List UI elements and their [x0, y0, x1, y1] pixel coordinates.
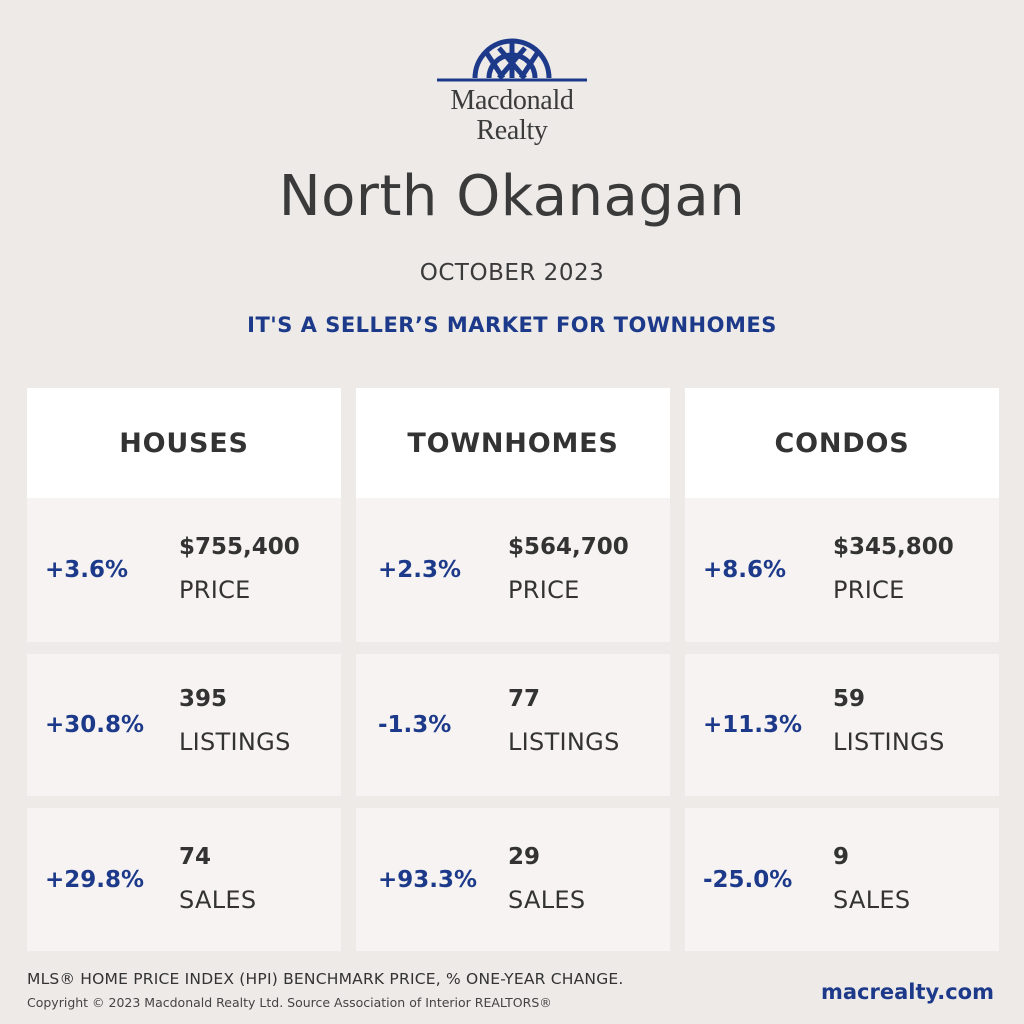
listings-card: -1.3% 77 LISTINGS	[356, 654, 670, 796]
report-period: OCTOBER 2023	[419, 260, 605, 286]
price-card: +8.6% $345,800 PRICE	[685, 498, 999, 642]
price-value: $755,400	[179, 534, 300, 560]
sales-value: 74	[179, 844, 212, 870]
sales-label: SALES	[833, 886, 911, 914]
listings-value: 395	[179, 686, 228, 712]
sales-value: 9	[833, 844, 850, 870]
column-heading: CONDOS	[685, 388, 999, 498]
sales-change: +29.8%	[45, 866, 145, 893]
price-change: +2.3%	[378, 557, 462, 583]
column-condos: CONDOS +8.6% $345,800 PRICE +11.3% 59 LI…	[685, 388, 999, 951]
sales-card: +93.3% 29 SALES	[356, 808, 670, 951]
listings-label: LISTINGS	[833, 728, 945, 756]
column-houses: HOUSES +3.6% $755,400 PRICE +30.8% 395 L…	[27, 388, 341, 951]
price-label: PRICE	[179, 576, 251, 604]
price-change: +8.6%	[703, 557, 787, 583]
stats-grid: HOUSES +3.6% $755,400 PRICE +30.8% 395 L…	[27, 388, 999, 951]
website-link[interactable]: macrealty.com	[820, 980, 994, 1004]
sales-value: 29	[508, 844, 541, 870]
listings-card: +30.8% 395 LISTINGS	[27, 654, 341, 796]
column-townhomes: TOWNHOMES +2.3% $564,700 PRICE -1.3% 77 …	[356, 388, 670, 951]
sales-label: SALES	[508, 886, 586, 914]
listings-label: LISTINGS	[508, 728, 620, 756]
sales-change: +93.3%	[378, 866, 478, 893]
sunburst-icon	[437, 38, 587, 82]
price-value: $345,800	[833, 534, 954, 560]
listings-label: LISTINGS	[179, 728, 291, 756]
sales-card: +29.8% 74 SALES	[27, 808, 341, 951]
column-heading: HOUSES	[27, 388, 341, 498]
price-card: +3.6% $755,400 PRICE	[27, 498, 341, 642]
brand-name-line2: Realty	[476, 115, 548, 146]
listings-value: 77	[508, 686, 541, 712]
listings-change: -1.3%	[378, 712, 452, 738]
price-label: PRICE	[508, 576, 580, 604]
column-heading: TOWNHOMES	[356, 388, 670, 498]
sales-change: -25.0%	[703, 866, 793, 893]
brand-name-line1: Macdonald	[450, 85, 574, 116]
price-change: +3.6%	[45, 557, 129, 583]
market-headline: IT'S A SELLER’S MARKET FOR TOWNHOMES	[247, 313, 777, 337]
price-card: +2.3% $564,700 PRICE	[356, 498, 670, 642]
price-value: $564,700	[508, 534, 629, 560]
price-label: PRICE	[833, 576, 905, 604]
page-title: North Okanagan	[278, 164, 746, 229]
copyright-text: Copyright © 2023 Macdonald Realty Ltd. S…	[27, 995, 552, 1010]
listings-value: 59	[833, 686, 866, 712]
sales-label: SALES	[179, 886, 257, 914]
methodology-note: MLS® HOME PRICE INDEX (HPI) BENCHMARK PR…	[27, 970, 624, 988]
listings-change: +11.3%	[703, 712, 803, 738]
brand-logo: Macdonald Realty	[0, 36, 1024, 146]
listings-change: +30.8%	[45, 712, 145, 738]
listings-card: +11.3% 59 LISTINGS	[685, 654, 999, 796]
sales-card: -25.0% 9 SALES	[685, 808, 999, 951]
